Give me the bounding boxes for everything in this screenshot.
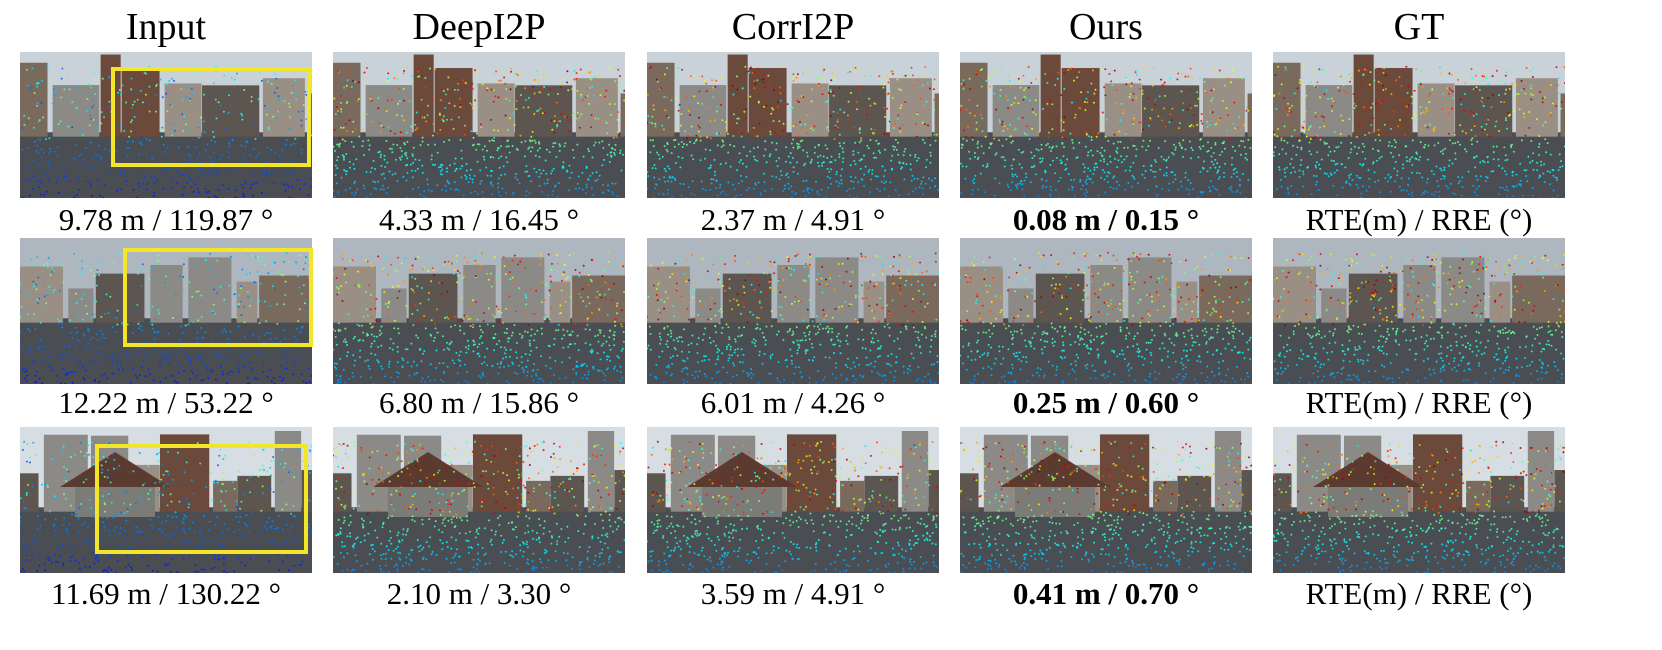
column-header-input: Input — [125, 6, 207, 48]
crop-box-row-2 — [123, 248, 313, 347]
scene-render — [333, 238, 625, 384]
scene-render — [647, 427, 939, 573]
scene-render — [20, 427, 312, 573]
scene-render — [333, 427, 625, 573]
caption-input-row-1: 9.78 m / 119.87 ° — [58, 202, 274, 237]
image-input-row-2 — [20, 238, 312, 384]
scene-render — [647, 238, 939, 384]
caption-input-row-3: 11.69 m / 130.22 ° — [51, 576, 281, 611]
scene-render — [647, 52, 939, 198]
image-input-row-3 — [20, 427, 312, 573]
caption-corri2p-row-1: 2.37 m / 4.91 ° — [700, 202, 886, 237]
image-corri2p-row-1 — [647, 52, 939, 198]
caption-corri2p-row-2: 6.01 m / 4.26 ° — [700, 385, 886, 420]
caption-gt-row-2: RTE(m) / RRE (°) — [1305, 385, 1533, 420]
caption-corri2p-row-3: 3.59 m / 4.91 ° — [700, 576, 886, 611]
caption-deepi2p-row-2: 6.80 m / 15.86 ° — [378, 385, 580, 420]
image-ours-row-1 — [960, 52, 1252, 198]
column-header-ours: Ours — [1069, 6, 1143, 48]
column-header-deepi2p: DeepI2P — [412, 6, 546, 48]
image-gt-row-2 — [1273, 238, 1565, 384]
image-deepi2p-row-1 — [333, 52, 625, 198]
image-input-row-1 — [20, 52, 312, 198]
image-ours-row-3 — [960, 427, 1252, 573]
image-deepi2p-row-3 — [333, 427, 625, 573]
caption-input-row-2: 12.22 m / 53.22 ° — [58, 385, 274, 420]
scene-render — [1273, 427, 1565, 573]
scene-render — [333, 52, 625, 198]
caption-ours-row-2: 0.25 m / 0.60 ° — [1012, 385, 1200, 420]
image-gt-row-1 — [1273, 52, 1565, 198]
image-deepi2p-row-2 — [333, 238, 625, 384]
scene-render — [960, 427, 1252, 573]
scene-render — [960, 52, 1252, 198]
scene-render — [1273, 52, 1565, 198]
column-header-gt: GT — [1393, 6, 1445, 48]
scene-render — [960, 238, 1252, 384]
scene-render — [20, 52, 312, 198]
image-corri2p-row-3 — [647, 427, 939, 573]
image-ours-row-2 — [960, 238, 1252, 384]
crop-box-row-3 — [95, 444, 308, 554]
caption-ours-row-1: 0.08 m / 0.15 ° — [1012, 202, 1200, 237]
scene-render — [1273, 238, 1565, 384]
caption-gt-row-3: RTE(m) / RRE (°) — [1305, 576, 1533, 611]
caption-gt-row-1: RTE(m) / RRE (°) — [1305, 202, 1533, 237]
image-corri2p-row-2 — [647, 238, 939, 384]
caption-deepi2p-row-3: 2.10 m / 3.30 ° — [386, 576, 572, 611]
scene-render — [20, 238, 312, 384]
caption-deepi2p-row-1: 4.33 m / 16.45 ° — [378, 202, 580, 237]
caption-ours-row-3: 0.41 m / 0.70 ° — [1012, 576, 1200, 611]
crop-box-row-1 — [111, 67, 311, 167]
column-header-corri2p: CorrI2P — [731, 6, 855, 48]
image-gt-row-3 — [1273, 427, 1565, 573]
